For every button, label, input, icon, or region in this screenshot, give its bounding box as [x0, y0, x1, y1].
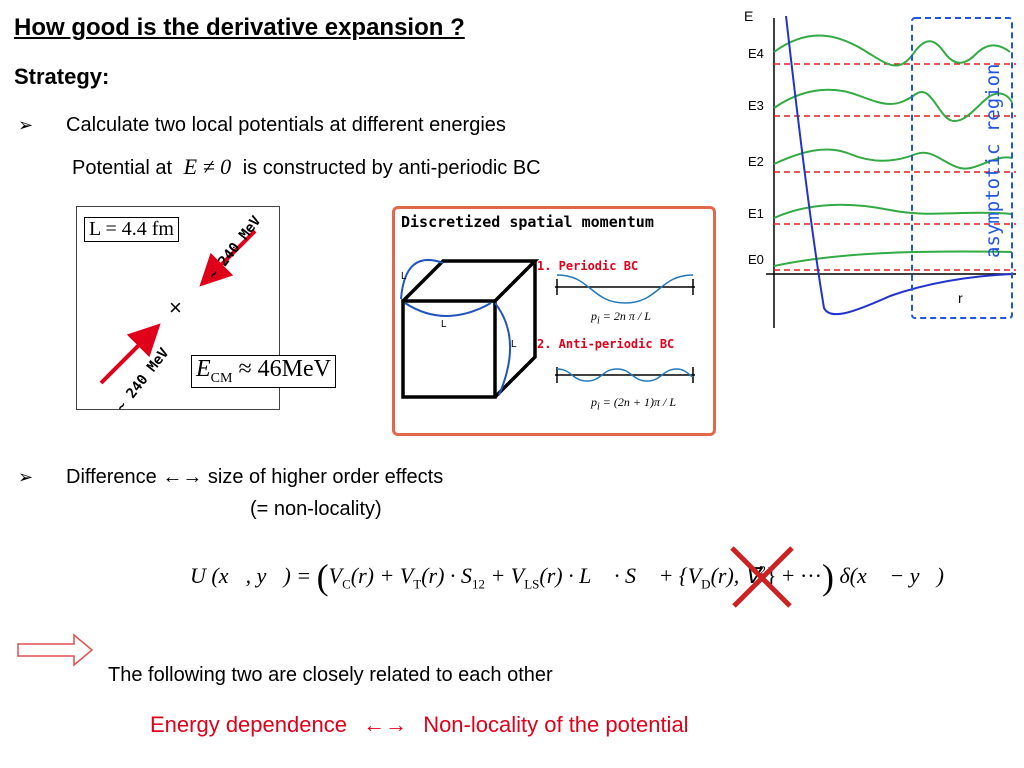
- r-axis-label: r: [958, 290, 963, 306]
- energy-diagram-svg: [766, 15, 1016, 328]
- box-size-label: L = 4.4 fm: [84, 217, 179, 242]
- collision-panel: L = 4.4 fm × ~ 240 MeV ~ 240 MeV ECM ≈ 4…: [76, 206, 336, 415]
- energy-level-lines: [774, 63, 1016, 271]
- cube-outline: [401, 259, 540, 399]
- level-label-e2: E2: [748, 154, 764, 169]
- cube-wave-lines: [400, 258, 512, 396]
- arrow-right-beam: [199, 229, 257, 287]
- lattice-cube-diagram: [400, 258, 695, 399]
- level-label-e3: E3: [748, 98, 764, 113]
- potential-suffix: is constructed by anti-periodic BC: [242, 157, 541, 179]
- level-label-e1: E1: [748, 206, 764, 221]
- energy-condition-math: E ≠ 0: [183, 154, 232, 179]
- arrow-left-beam: [99, 323, 161, 385]
- bullet-2: ➢ Difference ←→ size of higher order eff…: [18, 466, 443, 489]
- bullet-marker-2: ➢: [18, 467, 34, 487]
- energy-axis-label: E: [744, 8, 754, 24]
- asymptotic-region-label: asymptotic region: [982, 63, 1004, 258]
- conclusion-line: Energy dependence ←→ Non-locality of the…: [150, 712, 689, 738]
- antiperiodic-wave: [556, 368, 694, 382]
- nonlocality-note: (= non-locality): [250, 498, 382, 520]
- potential-line: Potential at E ≠ 0 is constructed by ant…: [72, 154, 541, 180]
- double-arrow: ←→: [363, 712, 408, 737]
- antiperiodic-bc-label: 2. Anti-periodic BC: [537, 337, 675, 351]
- slide-title: How good is the derivative expansion ?: [14, 14, 465, 41]
- antiperiodic-formula: pi = (2n + 1)π / L: [591, 395, 676, 413]
- collision-arrows: [99, 229, 257, 385]
- cube-label-3: L: [511, 339, 517, 350]
- potential-equation: U (x⃗, y⃗) = (VC(r) + VT(r) · S12 + VLS(…: [190, 557, 944, 597]
- bullet-1-text: Calculate two local potentials at differ…: [66, 114, 506, 136]
- bullet-2-text: Difference ←→ size of higher order effec…: [66, 466, 444, 488]
- ecm-label: ECM ≈ 46MeV: [191, 355, 336, 388]
- potential-curve: [785, 15, 1013, 316]
- strategy-heading: Strategy:: [14, 64, 110, 89]
- periodic-formula: pi = 2n π / L: [591, 309, 651, 327]
- bullet-1: ➢ Calculate two local potentials at diff…: [18, 114, 506, 137]
- periodic-wave: [556, 274, 694, 304]
- level-label-e0: E0: [748, 252, 764, 267]
- level-label-e4: E4: [748, 46, 764, 61]
- center-mark: ×: [169, 295, 182, 320]
- asymptotic-region-box: [911, 17, 1013, 319]
- cube-label-1: L: [401, 271, 407, 282]
- related-text: The following two are closely related to…: [108, 664, 553, 686]
- bullet-marker-1: ➢: [18, 115, 34, 135]
- energy-level-diagram: E r E4 E3 E2 E1 E0 asymptotic region: [740, 4, 1020, 334]
- nonlocality-text: Non-locality of the potential: [423, 712, 689, 737]
- energy-dependence-text: Energy dependence: [150, 712, 347, 737]
- discretized-momentum-panel: Discretized spatial momentum L L L 1. Pe…: [392, 206, 716, 436]
- cross-out-mark: [730, 546, 794, 608]
- cube-label-2: L: [441, 319, 447, 330]
- periodic-bc-label: 1. Periodic BC: [537, 259, 639, 273]
- potential-prefix: Potential at: [72, 157, 173, 179]
- outline-arrow-icon: [17, 633, 94, 667]
- discretized-title: Discretized spatial momentum: [401, 213, 654, 231]
- wave-functions: [773, 34, 1013, 267]
